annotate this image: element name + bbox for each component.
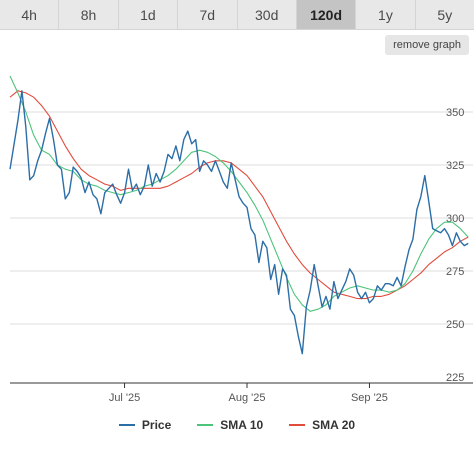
series-line-sma-20 bbox=[9, 90, 469, 300]
tab-8h[interactable]: 8h bbox=[59, 0, 119, 29]
y-tick-label: 250 bbox=[446, 319, 464, 331]
tab-4h[interactable]: 4h bbox=[0, 0, 60, 29]
legend-label: SMA 10 bbox=[220, 418, 264, 432]
tab-1y[interactable]: 1y bbox=[356, 0, 416, 29]
legend-swatch bbox=[197, 424, 214, 426]
tab-30d[interactable]: 30d bbox=[238, 0, 297, 29]
x-tick-label: Sep '25 bbox=[351, 392, 388, 404]
y-tick-label: 275 bbox=[446, 266, 464, 278]
timeframe-tabs: 4h 8h 1d 7d 30d 120d 1y 5y bbox=[0, 0, 474, 30]
y-tick-label: 225 bbox=[446, 372, 464, 384]
remove-graph-button[interactable]: remove graph bbox=[385, 35, 469, 55]
price-chart: 225 250 275 300 325 350 Jul '25 Aug '25 Sep '25 bbox=[9, 75, 473, 404]
legend-swatch bbox=[118, 424, 135, 426]
y-tick-label: 300 bbox=[446, 213, 464, 225]
tab-120d[interactable]: 120d bbox=[296, 0, 357, 29]
y-tick-label: 350 bbox=[446, 107, 464, 119]
x-tick-label: Aug '25 bbox=[229, 392, 266, 404]
legend-item-price[interactable]: Price bbox=[118, 418, 172, 432]
legend-item-sma-10[interactable]: SMA 10 bbox=[197, 418, 263, 432]
x-tick-label: Jul '25 bbox=[109, 392, 140, 404]
tab-1d[interactable]: 1d bbox=[119, 0, 179, 29]
legend-swatch bbox=[289, 424, 306, 426]
legend-label: SMA 20 bbox=[312, 418, 356, 432]
series-line-sma-10 bbox=[9, 75, 469, 312]
chart-legend: Price SMA 10 SMA 20 bbox=[0, 418, 474, 432]
series-line-price bbox=[9, 90, 469, 355]
legend-item-sma-20[interactable]: SMA 20 bbox=[289, 418, 355, 432]
legend-label: Price bbox=[141, 418, 172, 432]
tab-7d[interactable]: 7d bbox=[178, 0, 238, 29]
y-tick-label: 325 bbox=[446, 160, 464, 172]
tab-5y[interactable]: 5y bbox=[437, 6, 453, 23]
